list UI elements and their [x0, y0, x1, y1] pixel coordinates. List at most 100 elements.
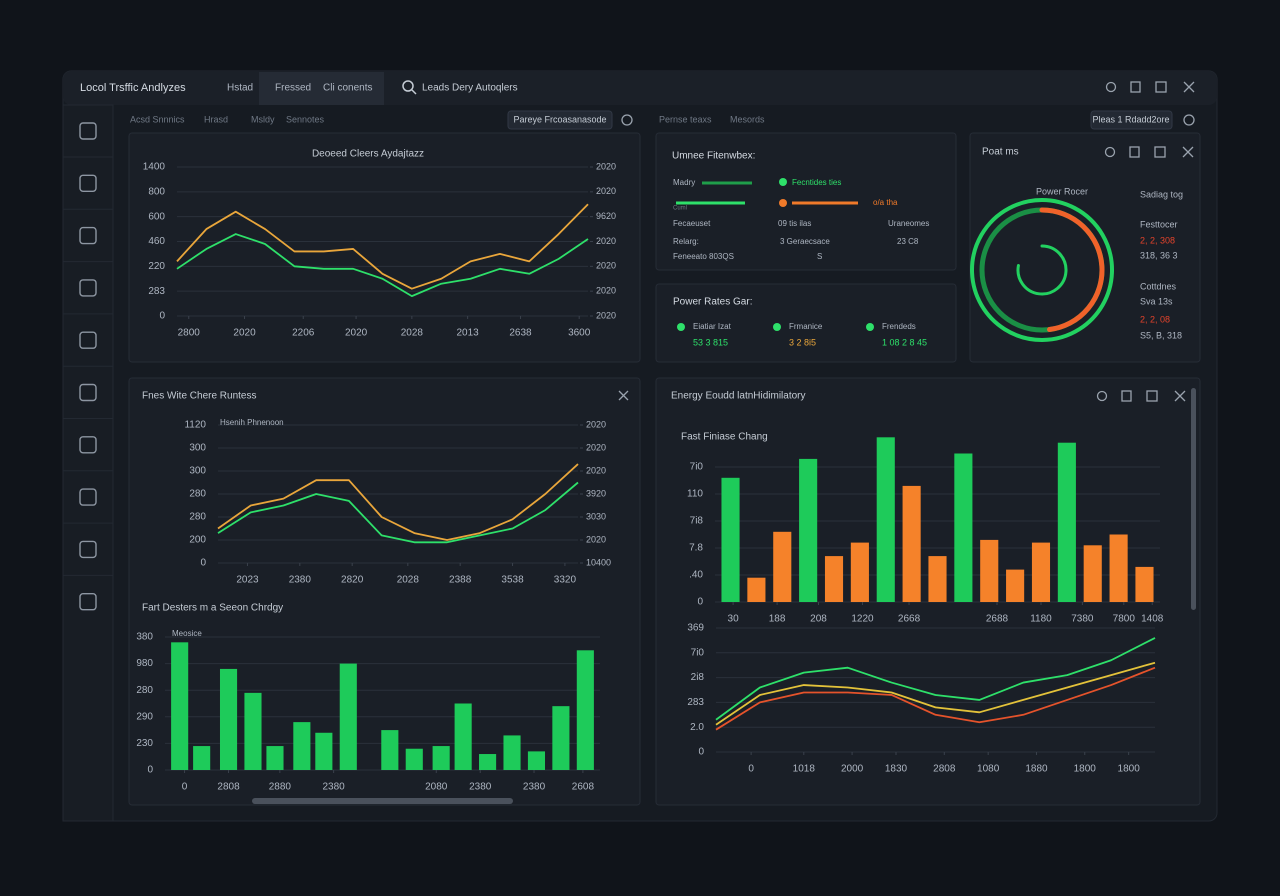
nav-icon[interactable]: [79, 488, 97, 506]
tab[interactable]: Cli conents: [323, 83, 372, 94]
y-tick-label: 2i8: [691, 672, 705, 683]
x-tick-label: 2668: [898, 614, 921, 625]
bar: [902, 485, 921, 602]
y-tick-label: 7i0: [690, 462, 704, 473]
active-tab[interactable]: [259, 72, 384, 105]
search-icon: [411, 89, 417, 95]
nav-icon[interactable]: [79, 593, 97, 611]
label: 2, 2, 308: [1140, 235, 1175, 245]
bar: [1083, 545, 1102, 602]
bar: [799, 458, 818, 602]
icon-button[interactable]: [1129, 146, 1140, 158]
scrollbar[interactable]: [252, 798, 513, 804]
link[interactable]: Sennotes: [286, 114, 325, 124]
bar: [1135, 566, 1154, 602]
label: 3 Geraecsace: [780, 237, 830, 246]
bar: [980, 539, 999, 602]
y2-tick-label: 2020: [596, 161, 616, 171]
label: Feneeato 803QS: [673, 252, 734, 261]
y-tick-label: 283: [148, 286, 165, 297]
x-tick-label: 2638: [509, 328, 532, 339]
nav-icon[interactable]: [79, 331, 97, 349]
bar: [721, 477, 740, 602]
bar: [876, 437, 895, 602]
link[interactable]: Mesords: [730, 114, 765, 124]
bar: [928, 556, 947, 602]
bar: [552, 706, 570, 770]
link[interactable]: Hrasd: [204, 114, 228, 124]
y2-tick-label: 2020: [596, 310, 616, 320]
link[interactable]: Acsd Snnnics: [130, 114, 185, 124]
close-button[interactable]: [1183, 81, 1195, 93]
button[interactable]: [507, 110, 613, 130]
x-tick-label: 3538: [501, 575, 524, 586]
x-tick-label: 2388: [449, 575, 472, 586]
panel: [969, 132, 1201, 363]
x-tick-label: 1800: [1118, 764, 1141, 775]
bar: [193, 746, 211, 770]
gauge-arc: [1039, 207, 1105, 333]
icon-button[interactable]: [1155, 81, 1167, 93]
bar: [747, 577, 766, 602]
icon-button[interactable]: [1154, 146, 1166, 158]
label: Cottdnes: [1140, 281, 1177, 291]
link[interactable]: Msldy: [251, 114, 275, 124]
nav-icon[interactable]: [79, 122, 97, 140]
x-tick-label: 2080: [425, 782, 448, 793]
icon-button[interactable]: [1183, 114, 1195, 126]
close-button[interactable]: [618, 390, 629, 401]
bar: [244, 692, 262, 770]
scrollbar[interactable]: [1191, 388, 1196, 610]
close-button[interactable]: [1182, 146, 1194, 158]
icon-button[interactable]: [1130, 81, 1141, 93]
series-line: [715, 666, 1156, 731]
bar: [850, 542, 869, 602]
y-tick-label: 300: [189, 443, 206, 454]
y-tick-label: 7i0: [691, 647, 705, 658]
link[interactable]: Pernse teaxs: [659, 114, 712, 124]
y-tick-label: 300: [189, 466, 206, 477]
nav-icon[interactable]: [79, 540, 97, 559]
nav-icon[interactable]: [79, 436, 97, 454]
label: 1 08 2 8 45: [882, 337, 927, 347]
label: 09 tis ilas: [778, 219, 811, 228]
x-tick-label: 7380: [1071, 614, 1094, 625]
close-button[interactable]: [1174, 390, 1186, 402]
x-tick-label: 0: [182, 782, 188, 793]
x-tick-label: 2880: [269, 782, 292, 793]
nav-icon[interactable]: [79, 226, 97, 245]
y-tick-label: 283: [687, 697, 704, 708]
y2-tick-label: 2020: [586, 465, 606, 475]
icon-button[interactable]: [1146, 390, 1158, 402]
bar: [1109, 534, 1128, 602]
y-tick-label: 7.8: [689, 543, 703, 554]
x-tick-label: 2688: [986, 614, 1009, 625]
gauge-arc: [1016, 244, 1068, 296]
label: 23 C8: [897, 237, 919, 246]
y2-tick-label: 2020: [596, 261, 616, 271]
y-tick-label: 369: [687, 623, 704, 634]
y-tick-label: 1120: [184, 420, 206, 431]
icon-button[interactable]: [1121, 390, 1132, 402]
icon-button[interactable]: [1104, 146, 1116, 158]
icon-button[interactable]: [621, 114, 633, 126]
legend-label: Meosice: [172, 629, 202, 638]
label: o/a tha: [873, 198, 898, 207]
icon-button[interactable]: [1105, 81, 1117, 93]
nav-icon[interactable]: [79, 174, 97, 193]
bar: [954, 453, 973, 602]
x-tick-label: 2023: [236, 575, 259, 586]
bar: [454, 703, 472, 770]
tab[interactable]: Fressed: [275, 83, 311, 94]
button[interactable]: [1090, 110, 1173, 130]
y2-tick-label: 3920: [586, 488, 606, 498]
tab[interactable]: Hstad: [227, 83, 253, 94]
label: Frmanice: [789, 322, 823, 331]
x-tick-label: 2380: [289, 575, 312, 586]
content: Locol Trsffic Andlyzes Hstad Fressed Cli co…: [63, 80, 1201, 806]
icon-button[interactable]: [1096, 390, 1108, 402]
nav-icon[interactable]: [79, 279, 97, 297]
search-field[interactable]: Leads Dery Autoqlers: [422, 83, 518, 94]
nav-icon[interactable]: [79, 383, 97, 402]
